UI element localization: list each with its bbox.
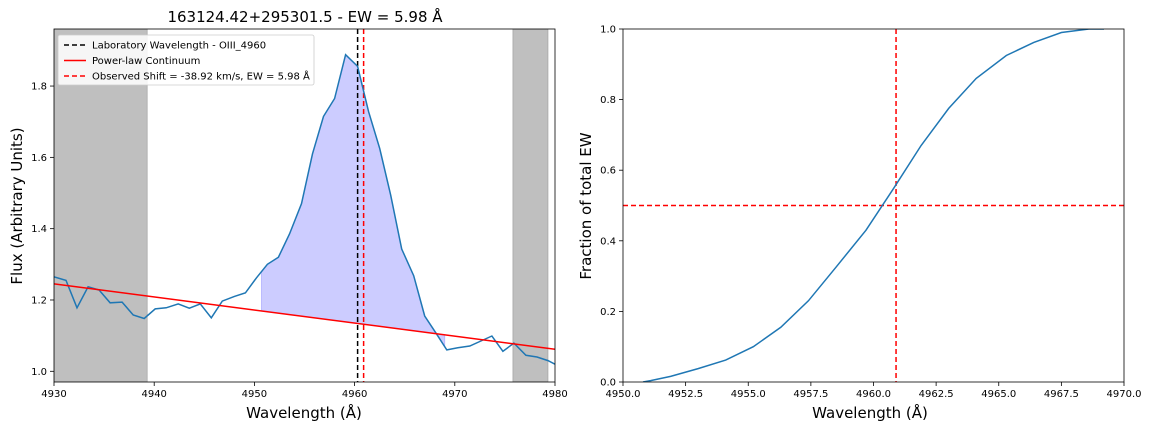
- chart-2-x-tick-label-1: 4950.0: [606, 389, 641, 400]
- chart-2-series-line-1: [642, 29, 1104, 382]
- chart-1-legend-label-1: Laboratory Wavelength - OIII_4960: [92, 41, 266, 52]
- chart-2-x-tick-label-2: 4952.5: [668, 389, 703, 400]
- chart-1-legend: Laboratory Wavelength - OIII_4960 Power-l…: [57, 34, 315, 86]
- chart-1-x-tick-label-1: 4930: [41, 389, 66, 400]
- chart-2-y-tick-label-4: 0.6: [600, 166, 616, 177]
- chart-2-x-tick-label-4: 4957.5: [793, 389, 828, 400]
- chart-2-y-tick-label-2: 0.2: [600, 307, 616, 318]
- chart-2-x-tick-label-6: 4962.5: [919, 389, 954, 400]
- chart-2-x-axis-label: Wavelength (Å): [812, 403, 928, 422]
- chart-1-x-axis-label: Wavelength (Å): [246, 403, 362, 422]
- chart-2-x-tick-label-5: 4960.0: [856, 389, 891, 400]
- chart-1-x-tick-label-5: 4970: [442, 389, 467, 400]
- chart-1-series-line-2: [54, 283, 555, 350]
- chart-1-y-tick-label-2: 1.2: [31, 295, 47, 306]
- chart-1-shaded-region-1: [54, 29, 148, 382]
- chart-2-x-tick-label-7: 4965.0: [981, 389, 1016, 400]
- chart-1-x-tick-label-6: 4980: [542, 389, 567, 400]
- chart-1-y-tick-label-1: 1.0: [31, 367, 47, 378]
- chart-2-x-tick-label-8: 4967.5: [1044, 389, 1079, 400]
- chart-2-x-tick-label-3: 4955.0: [731, 389, 766, 400]
- chart-1-y-tick-label-3: 1.4: [31, 224, 47, 235]
- chart-2-y-tick-label-5: 0.8: [600, 95, 616, 106]
- chart-2-x-tick-label-9: 4970.0: [1107, 389, 1142, 400]
- chart-1-line-fill-area: [261, 54, 446, 348]
- chart-1-x-tick-label-4: 4960: [342, 389, 367, 400]
- chart-2-y-axis-label: Fraction of total EW: [577, 132, 595, 279]
- chart-1-x-tick-label-3: 4950: [242, 389, 267, 400]
- chart-1-series-line-1: [54, 53, 555, 365]
- chart-1-y-axis-label: Flux (Arbitrary Units): [8, 127, 26, 284]
- chart-1-shaded-region-2: [512, 29, 549, 382]
- chart-1-plot-area: [54, 29, 555, 382]
- chart-2-y-tick-label-3: 0.4: [600, 236, 616, 247]
- chart-1-y-tick-label-4: 1.6: [31, 153, 47, 164]
- chart-1-x-tick-label-2: 4940: [141, 389, 166, 400]
- chart-1-title: 163124.42+295301.5 - EW = 5.98 Å: [167, 7, 443, 26]
- chart-2-plot-area: [623, 29, 1124, 382]
- chart-1-y-tick-label-5: 1.8: [31, 82, 47, 93]
- chart-1-legend-label-3: Observed Shift = -38.92 km/s, EW = 5.98 …: [92, 70, 310, 83]
- chart-1-legend-box: [57, 34, 315, 86]
- chart-1-frame: [53, 28, 556, 383]
- chart-2-y-tick-label-6: 1.0: [600, 25, 616, 36]
- chart-2-y-tick-label-1: 0.0: [600, 378, 616, 389]
- chart-1-legend-label-2: Power-law Continuum: [92, 56, 200, 67]
